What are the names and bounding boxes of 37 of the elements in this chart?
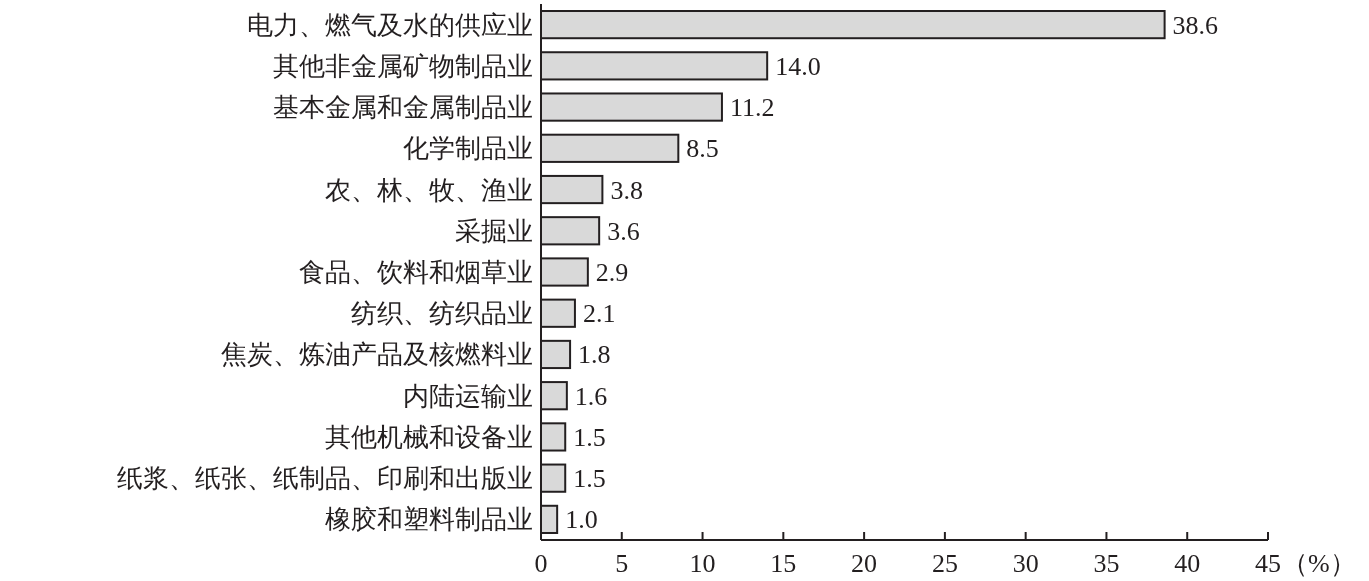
y-tick-label: 其他机械和设备业 [325, 422, 533, 452]
data-label: 1.5 [573, 422, 606, 452]
x-tick-label: 15 [770, 549, 797, 578]
x-tick-label: 45 [1255, 549, 1281, 578]
y-tick-label: 橡胶和塑料制品业 [325, 505, 533, 535]
y-tick-label: 基本金属和金属制品业 [273, 93, 533, 123]
y-tick-label: 农、林、牧、渔业 [325, 175, 533, 205]
x-tick-label: 35 [1093, 549, 1120, 578]
data-label: 1.5 [573, 464, 606, 494]
data-label: 1.0 [565, 505, 598, 535]
x-tick-label: 0 [534, 549, 548, 578]
data-label: 1.6 [574, 381, 608, 411]
data-label: 8.5 [686, 134, 719, 164]
y-tick-label: 化学制品业 [403, 134, 533, 164]
x-tick-label: 40 [1174, 549, 1201, 578]
data-label: 2.9 [595, 258, 629, 287]
data-label: 1.8 [578, 340, 611, 370]
y-tick-label: 纸浆、纸张、纸制品、印刷和出版业 [117, 464, 533, 494]
y-tick-label: 内陆运输业 [403, 381, 533, 411]
y-tick-label: 其他非金属矿物制品业 [273, 51, 533, 81]
data-label: 14.0 [775, 51, 821, 81]
data-label: 38.6 [1172, 10, 1219, 40]
y-tick-label: 食品、饮料和烟草业 [299, 258, 533, 287]
x-tick-label: 10 [689, 549, 716, 578]
x-tick-label: 30 [1012, 549, 1039, 578]
data-label: 2.1 [582, 299, 616, 329]
data-label: 3.6 [607, 216, 640, 246]
y-tick-label: 采掘业 [455, 216, 533, 246]
data-label: 3.8 [610, 175, 643, 205]
x-tick-label: 20 [851, 549, 878, 578]
y-tick-label: 焦炭、炼油产品及核燃料业 [221, 340, 533, 370]
y-tick-label: 电力、燃气及水的供应业 [247, 10, 533, 40]
x-axis-title: （%） [1282, 549, 1356, 578]
data-label: 11.2 [729, 93, 775, 123]
y-tick-label: 纺织、纺织品业 [351, 299, 533, 329]
x-tick-label: 25 [931, 549, 958, 578]
x-tick-label: 5 [615, 549, 629, 578]
